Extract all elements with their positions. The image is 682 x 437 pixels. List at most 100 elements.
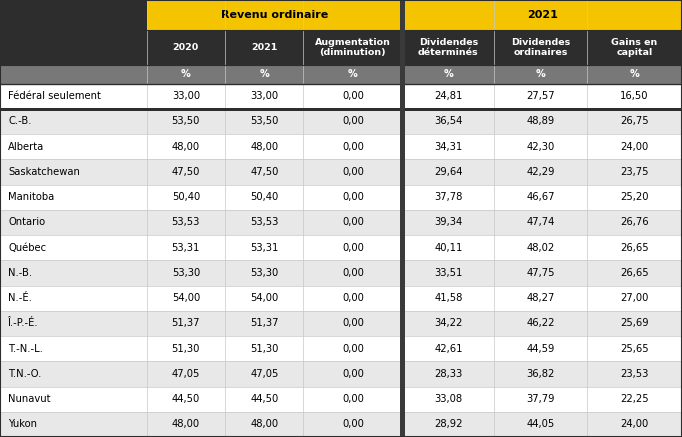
Bar <box>0 30 147 65</box>
Text: 0,00: 0,00 <box>342 420 364 430</box>
Bar <box>402 285 494 311</box>
Bar <box>147 386 225 412</box>
Bar <box>225 260 303 285</box>
Text: 48,00: 48,00 <box>250 420 278 430</box>
Bar <box>303 65 402 83</box>
Bar <box>587 361 682 386</box>
Text: 26,65: 26,65 <box>620 243 649 253</box>
Text: 53,31: 53,31 <box>250 243 278 253</box>
Bar <box>225 235 303 260</box>
Bar <box>0 311 147 336</box>
Bar <box>494 336 587 361</box>
Text: Fédéral seulement: Fédéral seulement <box>8 91 101 101</box>
Bar <box>494 412 587 437</box>
Text: 42,29: 42,29 <box>527 167 554 177</box>
Bar <box>402 109 494 134</box>
Text: C.-B.: C.-B. <box>8 116 31 126</box>
Bar <box>225 311 303 336</box>
Bar <box>402 260 494 285</box>
Text: 36,54: 36,54 <box>434 116 462 126</box>
Text: 47,05: 47,05 <box>172 369 200 379</box>
Bar <box>147 361 225 386</box>
Bar <box>303 311 402 336</box>
Text: 0,00: 0,00 <box>342 369 364 379</box>
Text: 24,00: 24,00 <box>620 420 649 430</box>
Text: 48,00: 48,00 <box>172 142 200 152</box>
Bar <box>494 311 587 336</box>
Bar <box>494 210 587 235</box>
Bar <box>147 235 225 260</box>
Text: 48,00: 48,00 <box>250 142 278 152</box>
Text: 47,74: 47,74 <box>527 218 554 227</box>
Text: 48,89: 48,89 <box>527 116 554 126</box>
Bar <box>494 285 587 311</box>
Bar <box>0 210 147 235</box>
Text: 33,08: 33,08 <box>434 394 462 404</box>
Bar <box>587 336 682 361</box>
Text: 42,61: 42,61 <box>434 343 462 354</box>
Text: 37,79: 37,79 <box>527 394 554 404</box>
Bar <box>225 160 303 184</box>
Bar <box>494 65 587 83</box>
Bar <box>225 30 303 65</box>
Bar <box>147 160 225 184</box>
Bar <box>494 184 587 210</box>
Text: 47,05: 47,05 <box>250 369 278 379</box>
Bar <box>402 83 494 109</box>
Bar <box>402 160 494 184</box>
Text: Gains en
capital: Gains en capital <box>611 38 657 57</box>
Bar <box>303 235 402 260</box>
Bar <box>494 386 587 412</box>
Text: 26,75: 26,75 <box>620 116 649 126</box>
Text: Augmentation
(diminution): Augmentation (diminution) <box>315 38 391 57</box>
Text: 47,75: 47,75 <box>527 268 554 278</box>
Text: 47,50: 47,50 <box>172 167 200 177</box>
Text: %: % <box>348 69 358 80</box>
Bar <box>147 311 225 336</box>
Bar <box>0 361 147 386</box>
Text: 2021: 2021 <box>527 10 558 20</box>
Text: 34,31: 34,31 <box>434 142 462 152</box>
Text: 33,51: 33,51 <box>434 268 462 278</box>
Text: 50,40: 50,40 <box>250 192 278 202</box>
Bar <box>147 184 225 210</box>
Bar <box>0 235 147 260</box>
Text: 26,65: 26,65 <box>620 268 649 278</box>
Bar <box>0 65 147 83</box>
Text: Québec: Québec <box>8 243 46 253</box>
Bar <box>587 184 682 210</box>
Bar <box>0 160 147 184</box>
Text: 33,00: 33,00 <box>250 91 278 101</box>
Text: 50,40: 50,40 <box>172 192 200 202</box>
Bar <box>494 30 587 65</box>
Text: 27,57: 27,57 <box>527 91 554 101</box>
Text: Nunavut: Nunavut <box>8 394 50 404</box>
Bar <box>303 285 402 311</box>
Bar <box>402 361 494 386</box>
Text: 48,02: 48,02 <box>527 243 554 253</box>
Text: 46,67: 46,67 <box>527 192 554 202</box>
Text: T.-N.-L.: T.-N.-L. <box>8 343 43 354</box>
Text: 0,00: 0,00 <box>342 293 364 303</box>
Bar <box>402 311 494 336</box>
Text: T.N.-O.: T.N.-O. <box>8 369 42 379</box>
Text: 51,37: 51,37 <box>172 319 200 328</box>
Text: 22,25: 22,25 <box>620 394 649 404</box>
Text: 23,75: 23,75 <box>620 167 649 177</box>
Text: 26,76: 26,76 <box>620 218 649 227</box>
Bar <box>0 108 682 111</box>
Bar <box>402 336 494 361</box>
Text: 44,50: 44,50 <box>250 394 278 404</box>
Bar <box>587 311 682 336</box>
Text: 24,00: 24,00 <box>620 142 649 152</box>
Text: %: % <box>629 69 639 80</box>
Bar <box>0 83 147 109</box>
Bar <box>587 210 682 235</box>
Text: 0,00: 0,00 <box>342 394 364 404</box>
Text: 51,37: 51,37 <box>250 319 278 328</box>
Text: 42,30: 42,30 <box>527 142 554 152</box>
Text: Manitoba: Manitoba <box>8 192 55 202</box>
Text: 53,30: 53,30 <box>250 268 278 278</box>
Bar <box>303 260 402 285</box>
Text: %: % <box>181 69 191 80</box>
